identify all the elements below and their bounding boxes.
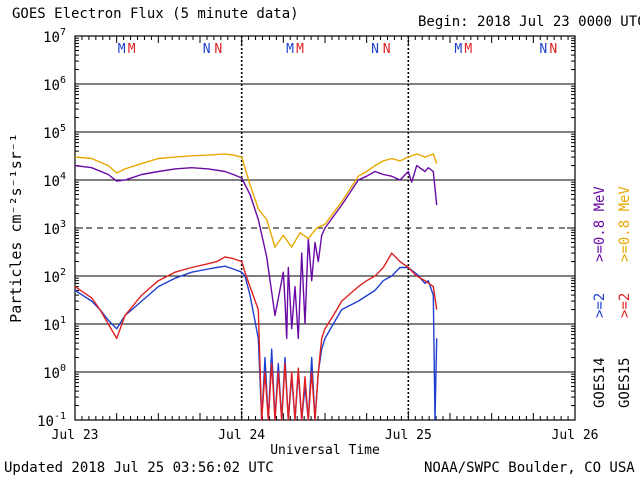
- series-line: [74, 265, 438, 421]
- x-tick-label: Jul 25: [385, 428, 432, 443]
- y-tick-exponent: 6: [60, 75, 66, 86]
- x-tick-label: Jul 24: [218, 428, 265, 443]
- satellite-marker: N: [549, 42, 557, 57]
- y-tick-base: 10: [43, 366, 60, 382]
- satellite-marker: M: [296, 42, 304, 57]
- y-tick-label: 102: [43, 267, 66, 286]
- series-line: [74, 164, 438, 340]
- satellite-marker: M: [464, 42, 472, 57]
- begin-label: Begin:: [418, 14, 469, 30]
- y-tick-exponent: 5: [60, 123, 66, 134]
- begin-value: 2018 Jul 23 0000 UTC: [477, 14, 640, 30]
- y-tick-exponent: 3: [60, 219, 66, 230]
- satellite-marker: M: [286, 42, 294, 57]
- x-axis-label: Universal Time: [270, 443, 380, 458]
- y-tick-exponent: 4: [60, 171, 66, 182]
- updated-timestamp: Updated 2018 Jul 25 03:56:02 UTC: [4, 460, 274, 476]
- satellite-marker: N: [214, 42, 222, 57]
- satellite-marker: N: [371, 42, 379, 57]
- y-tick-label: 107: [43, 27, 66, 46]
- legend-goes14-2mev: >=2: [592, 293, 608, 318]
- y-axis-label: Particles cm⁻²s⁻¹sr⁻¹: [7, 133, 25, 323]
- x-tick-label: Jul 26: [552, 428, 599, 443]
- y-tick-label: 10-1: [37, 411, 66, 430]
- y-tick-exponent: 7: [60, 27, 66, 38]
- series-line: [74, 252, 438, 421]
- y-tick-base: 10: [43, 318, 60, 334]
- satellite-marker: M: [118, 42, 126, 57]
- legend-goes15-08mev: >=0.8 MeV: [617, 186, 633, 262]
- satellite-marker: N: [539, 42, 547, 57]
- y-tick-exponent: 2: [60, 267, 66, 278]
- satellite-marker: N: [203, 42, 211, 57]
- y-tick-base: 10: [43, 270, 60, 286]
- x-tick-label: Jul 23: [52, 428, 99, 443]
- y-tick-base: 10: [37, 414, 54, 430]
- y-tick-exponent: 0: [60, 363, 66, 374]
- satellite-marker: N: [383, 42, 391, 57]
- y-tick-label: 106: [43, 75, 66, 94]
- y-tick-base: 10: [43, 222, 60, 238]
- y-tick-exponent: 1: [60, 315, 66, 326]
- y-tick-label: 105: [43, 123, 66, 142]
- y-tick-label: 104: [43, 171, 66, 190]
- series-line: [74, 153, 438, 248]
- legend-goes14-08mev: >=0.8 MeV: [592, 186, 608, 262]
- begin-date: Begin: 2018 Jul 23 0000 UTC: [418, 14, 640, 30]
- y-tick-label: 101: [43, 315, 66, 334]
- chart-title: GOES Electron Flux (5 minute data): [12, 6, 299, 22]
- y-tick-exponent: -1: [54, 411, 66, 422]
- credit-text: NOAA/SWPC Boulder, CO USA: [424, 460, 635, 476]
- y-tick-label: 100: [43, 363, 66, 382]
- satellite-marker: M: [128, 42, 136, 57]
- y-tick-base: 10: [43, 78, 60, 94]
- y-tick-label: 103: [43, 219, 66, 238]
- legend-goes15: GOES15: [617, 357, 633, 408]
- y-tick-base: 10: [43, 174, 60, 190]
- legend-goes14: GOES14: [592, 357, 608, 408]
- legend-goes15-2mev: >=2: [617, 293, 633, 318]
- y-tick-base: 10: [43, 30, 60, 46]
- satellite-marker: M: [454, 42, 462, 57]
- y-tick-base: 10: [43, 126, 60, 142]
